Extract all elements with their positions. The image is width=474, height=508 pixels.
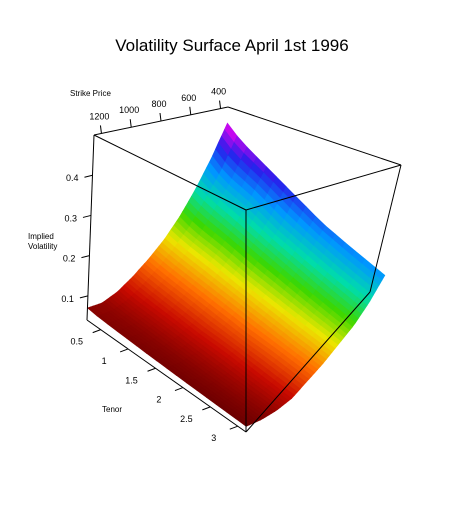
box-edge-gc [369,164,402,293]
strike-tick-400 [219,100,222,109]
box-edge-ef [93,134,247,211]
surface-mesh [86,122,386,427]
strike-tick-label-1200: 1200 [89,111,109,121]
strike-tick-800 [159,112,162,122]
tenor-tick-label-3: 3 [211,433,216,443]
vol-tick-0.3 [82,214,92,218]
strike-axis-label: Strike Price [70,89,111,98]
strike-tick-label-800: 800 [151,99,166,109]
tenor-tick-label-2.5: 2.5 [180,414,193,424]
vol-tick-label-0.1: 0.1 [61,294,74,304]
box-edge-bc [245,291,371,433]
vol-tick-label-0.2: 0.2 [63,254,76,264]
strike-tick-1000 [129,119,132,128]
tenor-tick-1.5 [147,367,156,372]
strike-tick-1200 [99,125,102,134]
vol-tick-0.1 [79,295,89,299]
box-edge-ab [86,319,247,433]
vol-tick-label-0.4: 0.4 [66,173,79,183]
box-edge-gh [227,106,402,166]
tenor-tick-label-1: 1 [102,356,107,366]
tenor-tick-0.5 [92,329,101,334]
vol-axis-label-line2: Volatility [28,242,57,251]
plot-box [86,106,402,433]
vol-tick-0.4 [84,174,93,178]
tenor-axis-label: Tenor [102,405,122,414]
strike-tick-label-400: 400 [211,87,226,97]
axes: 1200 1000 800 600 400 0.1 0.2 0.3 0.4 0.5 1 1.5 2 2.5… [61,87,238,443]
strike-tick-label-1000: 1000 [119,105,139,115]
tenor-tick-2 [174,387,184,392]
box-edge-fg [245,164,402,211]
tenor-tick-label-1.5: 1.5 [125,375,138,385]
tenor-tick-label-2: 2 [156,395,161,405]
vol-tick-label-0.3: 0.3 [64,213,77,223]
vol-tick-0.2 [81,255,90,259]
tenor-tick-3 [229,425,238,430]
vol-axis-label-line1: Implied [28,232,54,241]
tenor-tick-2.5 [202,406,211,411]
strike-tick-600 [189,106,192,115]
tenor-tick-label-0.5: 0.5 [70,337,83,347]
chart-title: Volatility Surface April 1st 1996 [115,36,348,55]
tenor-tick-1 [119,348,129,353]
box-edge-ea [86,134,95,321]
strike-tick-label-600: 600 [181,93,196,103]
